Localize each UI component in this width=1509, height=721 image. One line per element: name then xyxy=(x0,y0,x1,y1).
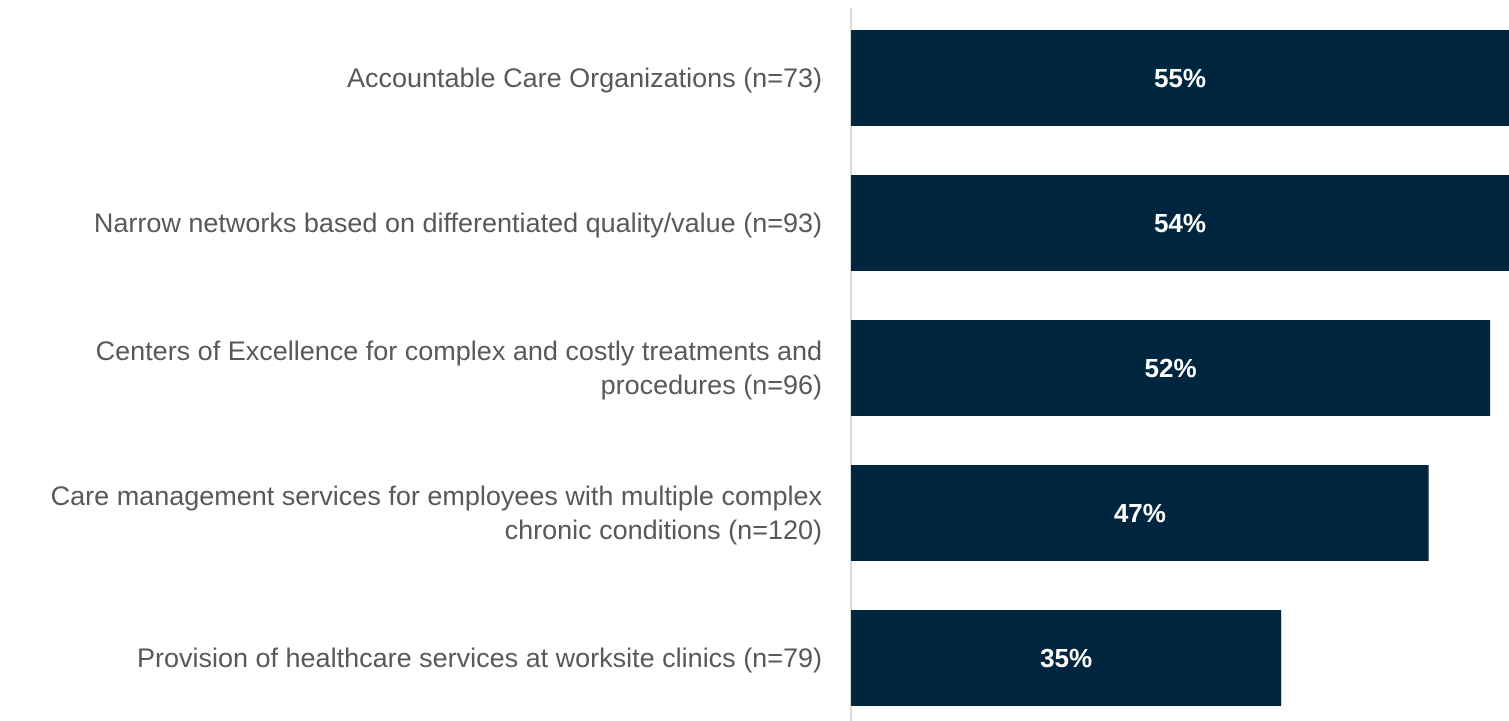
category-label: Narrow networks based on differentiated … xyxy=(93,208,822,238)
category-label: Provision of healthcare services at work… xyxy=(136,643,822,673)
category-label-box: Provision of healthcare services at work… xyxy=(0,610,822,706)
category-label-box: Care management services for employees w… xyxy=(0,465,822,561)
bar xyxy=(851,30,1509,126)
category-label: Accountable Care Organizations (n=73) xyxy=(346,63,822,93)
value-label: 35% xyxy=(1040,643,1092,673)
value-label: 52% xyxy=(1145,353,1197,383)
bar xyxy=(851,465,1429,561)
category-label: Care management services for employees w… xyxy=(50,481,822,545)
value-label: 55% xyxy=(1154,63,1206,93)
category-label-box: Narrow networks based on differentiated … xyxy=(0,175,822,271)
category-label-box: Accountable Care Organizations (n=73) xyxy=(0,30,822,126)
bar xyxy=(851,610,1282,706)
category-label-box: Centers of Excellence for complex and co… xyxy=(0,320,822,416)
value-label: 47% xyxy=(1114,498,1166,528)
category-label: Centers of Excellence for complex and co… xyxy=(95,336,822,400)
bar xyxy=(851,320,1491,416)
bar xyxy=(851,175,1509,271)
value-label: 54% xyxy=(1154,208,1206,238)
